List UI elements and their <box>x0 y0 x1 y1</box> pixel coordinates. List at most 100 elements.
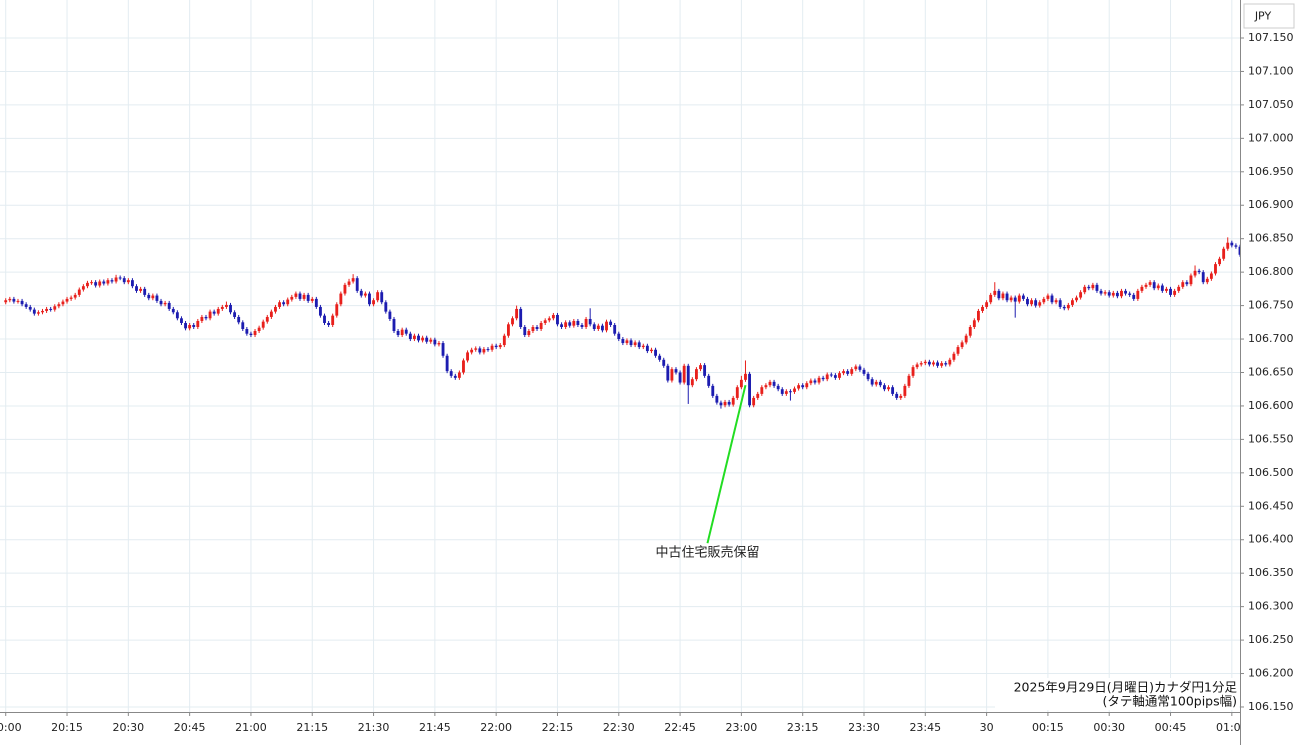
candle-body <box>850 369 854 374</box>
candle-body <box>171 308 175 313</box>
candle-body <box>90 282 93 284</box>
candle-body <box>1197 270 1201 273</box>
candle-body <box>1026 298 1029 305</box>
candle-body <box>1013 297 1017 302</box>
candle-body <box>547 318 551 321</box>
candle-body <box>212 311 216 314</box>
y-tick-label: 107.050 <box>1248 98 1294 111</box>
candle-body <box>1177 286 1181 291</box>
candle-body <box>739 379 743 388</box>
candle-body <box>478 348 482 353</box>
candle-body <box>968 326 972 336</box>
candle-body <box>249 333 253 336</box>
y-tick-label: 106.150 <box>1248 700 1294 713</box>
candle-body <box>1181 282 1185 287</box>
candle-body <box>1230 242 1234 246</box>
candle-body <box>793 388 796 392</box>
candle-body <box>12 298 16 302</box>
candle-body <box>94 282 98 286</box>
candle-body <box>363 293 367 296</box>
candle-body <box>502 335 506 346</box>
candle-body <box>167 302 171 309</box>
candle-body <box>118 277 122 279</box>
y-tick-label: 106.350 <box>1248 566 1294 579</box>
candle-body <box>417 335 420 341</box>
candle-body <box>1169 288 1172 295</box>
candle-body <box>1140 286 1144 291</box>
candle-body <box>674 369 678 373</box>
x-tick-label: 22:15 <box>542 721 574 734</box>
candle-body <box>535 326 539 330</box>
candle-body <box>265 316 269 322</box>
candle-body <box>882 385 886 390</box>
annotation-line <box>706 384 747 544</box>
candle-body <box>1132 294 1136 299</box>
candle-body <box>494 345 498 348</box>
candle-body <box>159 300 163 305</box>
x-tick-label: 00:45 <box>1155 721 1187 734</box>
candle-body <box>1214 264 1217 274</box>
candle-body <box>65 298 69 302</box>
candle-body <box>106 280 110 284</box>
candle-body <box>727 401 731 405</box>
candle-body <box>658 355 662 360</box>
candle-body <box>731 397 735 405</box>
candle-body <box>813 380 817 383</box>
candle-body <box>180 318 183 323</box>
candle-body <box>1193 270 1197 276</box>
candle-body <box>1136 290 1140 299</box>
candle-body <box>1144 284 1148 287</box>
candle-body <box>977 310 980 321</box>
candle-body <box>77 289 81 295</box>
candle-body <box>1054 300 1058 303</box>
y-tick-label: 106.300 <box>1248 600 1294 613</box>
candle-body <box>318 306 322 316</box>
candle-body <box>989 294 993 303</box>
y-tick-label: 106.700 <box>1248 332 1294 345</box>
y-tick-label: 106.900 <box>1248 198 1294 211</box>
x-tick-label: 21:00 <box>235 721 267 734</box>
candle-body <box>609 321 613 325</box>
candle-body <box>907 375 911 386</box>
candle-body <box>948 359 952 365</box>
candle-body <box>911 367 915 376</box>
x-tick-label: 23:30 <box>848 721 880 734</box>
candle-body <box>580 324 584 327</box>
annotation-text: 中古住宅販売保留 <box>655 545 759 561</box>
y-tick-label: 106.500 <box>1248 466 1294 479</box>
candle-body <box>204 316 208 319</box>
candle-body <box>1107 292 1111 296</box>
candle-body <box>412 335 416 340</box>
candle-body <box>278 302 281 307</box>
x-tick-label: 22:45 <box>664 721 696 734</box>
caption-bg <box>995 678 1239 710</box>
candle-body <box>298 293 302 299</box>
candle-body <box>130 280 134 287</box>
candle-body <box>997 290 1001 299</box>
candle-body <box>437 343 441 345</box>
candle-body <box>903 385 907 396</box>
candle-body <box>633 342 637 346</box>
candle-body <box>126 280 130 283</box>
candle-body <box>1185 282 1189 285</box>
candle-body <box>1046 295 1050 299</box>
candle-body <box>707 375 711 386</box>
candle-body <box>355 278 359 291</box>
candle-body <box>122 278 126 283</box>
candle-body <box>923 361 927 364</box>
candle-body <box>69 297 73 299</box>
grid <box>0 0 1240 712</box>
candle-body <box>940 363 944 366</box>
x-tick-label: 21:30 <box>358 721 390 734</box>
candle-body <box>764 385 768 388</box>
y-tick-label: 106.400 <box>1248 533 1294 546</box>
candle-body <box>376 292 380 301</box>
candle-body <box>1071 300 1074 305</box>
candle-body <box>28 306 32 310</box>
candle-body <box>801 385 805 388</box>
candle-body <box>294 293 298 297</box>
candle-body <box>515 308 519 319</box>
y-tick-label: 107.000 <box>1248 131 1294 144</box>
x-tick-label: 01:00 <box>1216 721 1248 734</box>
candle-body <box>36 312 40 314</box>
